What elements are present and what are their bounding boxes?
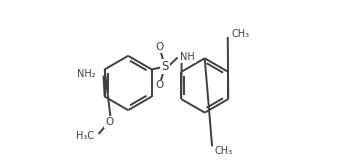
Text: O: O (105, 117, 113, 127)
Text: CH₃: CH₃ (215, 146, 233, 156)
Text: O: O (155, 81, 163, 90)
Text: S: S (161, 60, 168, 73)
Text: CH₃: CH₃ (232, 29, 250, 39)
Text: NH: NH (180, 52, 195, 62)
Text: NH₂: NH₂ (78, 69, 96, 79)
Text: H₃C: H₃C (76, 131, 94, 141)
Text: O: O (155, 42, 163, 52)
